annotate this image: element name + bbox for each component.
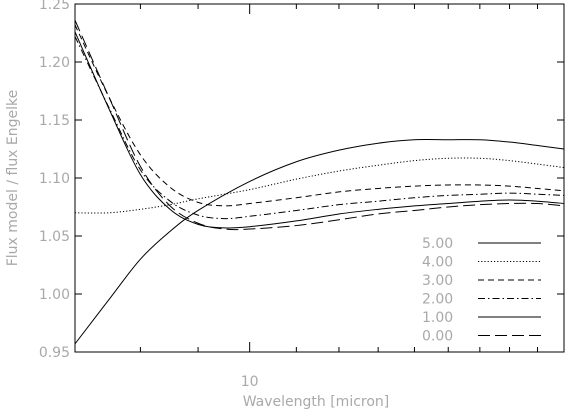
legend-label-1-00: 1.00 xyxy=(422,310,453,326)
y-tick-label: 1.10 xyxy=(39,171,70,187)
y-tick-label: 1.00 xyxy=(39,287,70,303)
legend: 5.00 4.00 3.00 2.00 1.00 0.00 xyxy=(422,236,541,345)
legend-label-5-00: 5.00 xyxy=(422,236,453,252)
legend-label-2-00: 2.00 xyxy=(422,292,453,308)
legend-label-4-00: 4.00 xyxy=(422,255,453,271)
x-axis-ticks: 10 xyxy=(139,4,565,390)
series-line-5-00 xyxy=(74,138,565,345)
series-line-1-00 xyxy=(74,31,565,229)
y-tick-label: 0.95 xyxy=(39,345,70,361)
legend-label-3-00: 3.00 xyxy=(422,273,453,289)
y-tick-label: 1.15 xyxy=(39,113,70,129)
y-axis-label: Flux model / flux Engelke xyxy=(5,90,21,267)
legend-label-0-00: 0.00 xyxy=(422,329,453,345)
x-axis-label: Wavelength [micron] xyxy=(243,394,390,410)
x-tick-label: 10 xyxy=(241,374,259,390)
y-axis-ticks: 0.95 1.00 1.05 1.10 1.15 1.20 1.25 xyxy=(39,0,564,361)
y-tick-label: 1.20 xyxy=(39,55,70,71)
series-line-4-00 xyxy=(74,157,565,214)
plot-frame xyxy=(74,3,565,353)
y-tick-label: 1.25 xyxy=(39,0,70,13)
series-line-2-00 xyxy=(74,36,565,220)
series-layer xyxy=(74,20,565,345)
series-line-0-00 xyxy=(74,20,565,231)
series-line-3-00 xyxy=(74,24,565,207)
y-tick-label: 1.05 xyxy=(39,229,70,245)
